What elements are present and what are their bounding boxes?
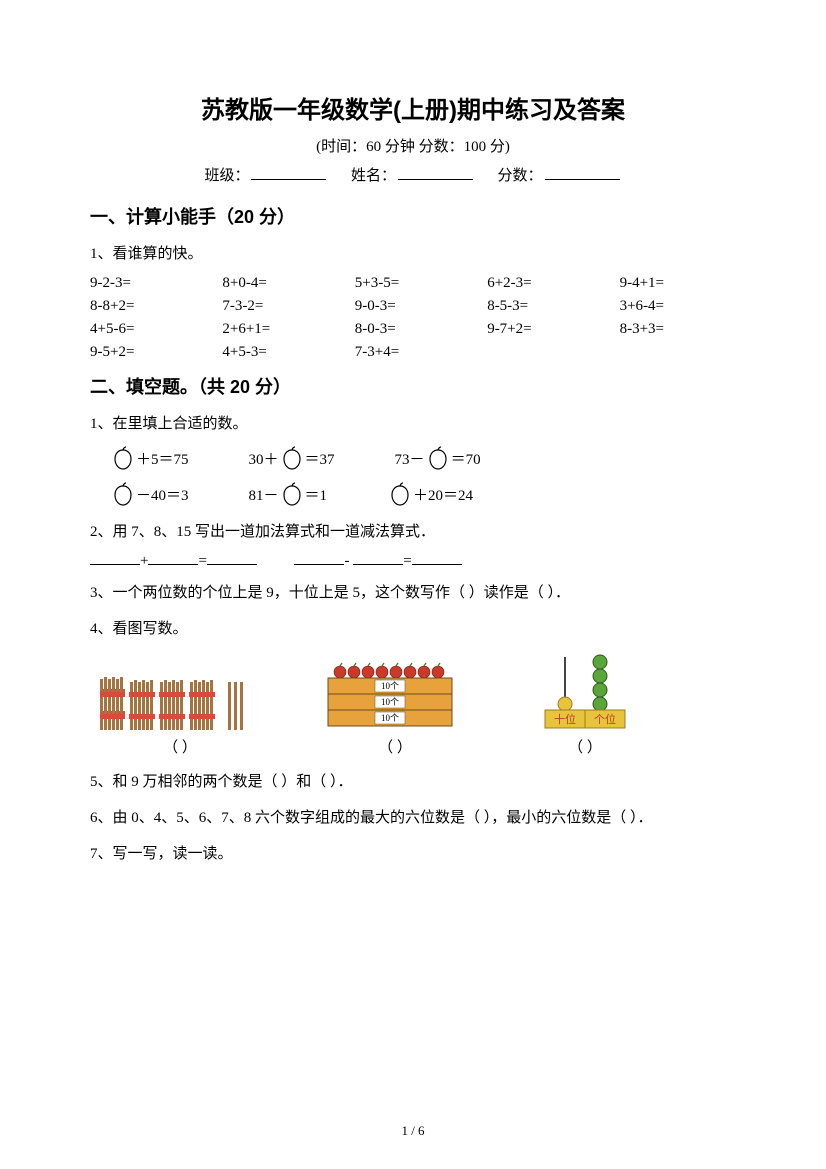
paren-blank[interactable]: （ ） xyxy=(320,736,470,757)
subtitle: (时间：60 分钟 分数：100 分) xyxy=(90,135,736,156)
apple-icon xyxy=(387,481,413,507)
eq-text: －40＝3 xyxy=(136,484,189,505)
s2-q6-label: 6、由 0、4、5、6、7、8 六个数字组成的最大的六位数是（ ），最小的六位数… xyxy=(90,803,736,833)
calc-cell: 9-2-3= xyxy=(90,275,206,292)
apple-eq: 81－ ＝1 xyxy=(249,481,328,507)
apple-icon xyxy=(279,481,305,507)
calc-cell: 8-0-3= xyxy=(355,321,471,338)
class-blank[interactable] xyxy=(251,166,326,180)
blank[interactable] xyxy=(207,553,257,565)
calc-cell: 7-3-2= xyxy=(222,298,338,315)
apple-eq: ＋5＝75 xyxy=(110,445,189,471)
apple-row-2: －40＝3 81－ ＝1 ＋20＝24 xyxy=(110,481,736,507)
svg-text:个位: 个位 xyxy=(594,712,616,726)
info-line: 班级： 姓名： 分数： xyxy=(90,164,736,185)
calc-cell: 9-4+1= xyxy=(620,275,736,292)
apple-eq: ＋20＝24 xyxy=(387,481,473,507)
s2-q1-label: 1、在里填上合适的数。 xyxy=(90,409,736,439)
paren-blank[interactable]: （ ） xyxy=(100,736,260,757)
eq-text: ＋5＝75 xyxy=(136,448,189,469)
q4-labels: （ ） （ ） （ ） xyxy=(100,736,736,757)
s2-q7-label: 7、写一写，读一读。 xyxy=(90,839,736,869)
calc-cell: 7-3+4= xyxy=(355,344,471,361)
svg-text:十位: 十位 xyxy=(554,712,576,726)
apple-icon xyxy=(110,445,136,471)
s2-q5-label: 5、和 9 万相邻的两个数是（ ）和（ ）． xyxy=(90,767,736,797)
calc-cell: 9-0-3= xyxy=(355,298,471,315)
calc-cell: 8-8+2= xyxy=(90,298,206,315)
abacus-figure: 十位 个位 xyxy=(530,652,640,732)
calc-cell: 8-3+3= xyxy=(620,321,736,338)
apple-icon xyxy=(110,481,136,507)
s1-q1-label: 1、看谁算的快。 xyxy=(90,239,736,269)
s2-q4-label: 4、看图写数。 xyxy=(90,614,736,644)
eq-text: ＋20＝24 xyxy=(413,484,473,505)
calc-cell: 6+2-3= xyxy=(487,275,603,292)
eq-text: ＝70 xyxy=(451,448,481,469)
blank[interactable] xyxy=(412,553,462,565)
apple-row-1: ＋5＝75 30＋ ＝37 73－ ＝70 xyxy=(110,445,736,471)
svg-text:10个: 10个 xyxy=(381,713,399,723)
calc-cell: 4+5-3= xyxy=(222,344,338,361)
apple-eq: －40＝3 xyxy=(110,481,189,507)
calc-cell: 8+0-4= xyxy=(222,275,338,292)
blank[interactable] xyxy=(148,553,198,565)
page-title: 苏教版一年级数学(上册)期中练习及答案 xyxy=(90,90,736,125)
page-number: 1 / 6 xyxy=(0,1123,826,1139)
calc-cell: 4+5-6= xyxy=(90,321,206,338)
blank[interactable] xyxy=(294,553,344,565)
calc-grid: 9-2-3= 8+0-4= 5+3-5= 6+2-3= 9-4+1= 8-8+2… xyxy=(90,275,736,361)
blank[interactable] xyxy=(90,553,140,565)
class-label: 班级： xyxy=(204,168,249,184)
apple-eq: 73－ ＝70 xyxy=(395,445,481,471)
eq-text: 30＋ xyxy=(249,448,279,469)
calc-cell xyxy=(487,344,603,361)
calc-cell: 8-5-3= xyxy=(487,298,603,315)
calc-cell: 2+6+1= xyxy=(222,321,338,338)
calc-cell: 3+6-4= xyxy=(620,298,736,315)
s2-q2-label: 2、用 7、8、15 写出一道加法算式和一道减法算式． xyxy=(90,517,736,547)
section1-header: 一、计算小能手（20 分） xyxy=(90,203,736,229)
s2-q2-blanks: += - = xyxy=(90,553,736,570)
apple-icon xyxy=(425,445,451,471)
eq-text: 81－ xyxy=(249,484,279,505)
eq-text: ＝1 xyxy=(305,484,328,505)
svg-text:10个: 10个 xyxy=(381,681,399,691)
calc-cell: 9-7+2= xyxy=(487,321,603,338)
score-blank[interactable] xyxy=(545,166,620,180)
svg-text:10个: 10个 xyxy=(381,697,399,707)
score-label: 分数： xyxy=(498,168,543,184)
paren-blank[interactable]: （ ） xyxy=(530,736,640,757)
q4-images: 10个 10个 10个 十位 个位 xyxy=(100,652,736,732)
name-blank[interactable] xyxy=(398,166,473,180)
calc-cell: 5+3-5= xyxy=(355,275,471,292)
sticks-figure xyxy=(100,677,260,732)
s2-q3-label: 3、一个两位数的个位上是 9，十位上是 5，这个数写作（ ）读作是（ ）． xyxy=(90,578,736,608)
apple-icon xyxy=(279,445,305,471)
section2-header: 二、填空题。（共 20 分） xyxy=(90,373,736,399)
crate-figure: 10个 10个 10个 xyxy=(320,662,470,732)
calc-cell xyxy=(620,344,736,361)
name-label: 姓名： xyxy=(351,168,396,184)
blank[interactable] xyxy=(353,553,403,565)
eq-text: 73－ xyxy=(395,448,425,469)
eq-text: ＝37 xyxy=(305,448,335,469)
apple-eq: 30＋ ＝37 xyxy=(249,445,335,471)
calc-cell: 9-5+2= xyxy=(90,344,206,361)
